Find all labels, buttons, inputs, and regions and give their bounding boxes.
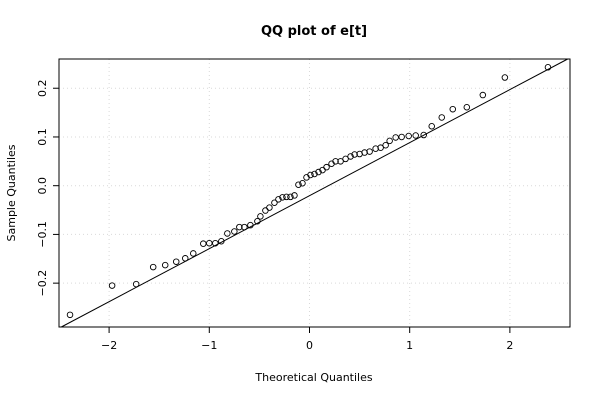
data-point [377, 144, 384, 151]
data-point [271, 199, 278, 206]
data-point [366, 148, 373, 155]
data-point [266, 204, 273, 211]
y-tick-label: 0.1 [36, 128, 49, 146]
data-point [224, 230, 231, 237]
data-point [311, 170, 318, 178]
data-point [463, 103, 471, 111]
data-point [398, 133, 405, 141]
data-point [231, 228, 238, 235]
data-point [218, 237, 225, 245]
data-point [372, 145, 379, 152]
data-point [405, 132, 412, 140]
data-point [236, 223, 243, 231]
data-point [190, 250, 197, 257]
y-tick-label: −0.2 [36, 270, 49, 297]
x-axis-label: Theoretical Quantiles [254, 371, 372, 384]
data-point [262, 207, 269, 214]
data-point [307, 171, 314, 179]
data-point [449, 105, 457, 113]
data-point [323, 163, 330, 171]
chart-title: QQ plot of e[t] [261, 24, 367, 39]
data-point [257, 213, 264, 220]
data-point [428, 122, 435, 130]
qq-reference-line [61, 58, 568, 328]
data-point [241, 223, 248, 231]
data-point [347, 153, 354, 160]
data-point [275, 196, 282, 203]
y-tick-label: 0.0 [36, 177, 49, 195]
data-point [247, 221, 254, 229]
y-tick-label: 0.2 [36, 79, 49, 97]
data-point [181, 255, 189, 262]
plot-frame [58, 58, 571, 328]
data-point [291, 192, 298, 199]
data-point [438, 114, 445, 121]
sample-points [66, 64, 552, 319]
data-point [351, 151, 358, 158]
data-point [212, 239, 219, 247]
data-point [161, 261, 169, 269]
data-point [200, 240, 207, 247]
x-axis: −2 −1 0 1 2 [101, 327, 513, 352]
data-point [149, 263, 157, 271]
x-tick-label: −2 [101, 339, 117, 352]
data-point [315, 168, 322, 176]
data-point [386, 137, 393, 145]
data-point [332, 158, 339, 165]
data-point [412, 132, 419, 139]
data-point [66, 311, 74, 319]
data-point [295, 181, 302, 188]
x-tick-label: −1 [201, 339, 217, 352]
data-point [172, 258, 180, 265]
data-point [361, 149, 368, 156]
x-tick-label: 2 [506, 339, 513, 352]
data-point [342, 155, 349, 163]
data-point [479, 91, 487, 99]
data-point [337, 158, 344, 165]
data-point [299, 180, 306, 187]
data-point [420, 131, 427, 139]
y-axis-label: Sample Quantiles [5, 144, 18, 241]
data-point [279, 194, 286, 201]
data-point [108, 282, 116, 289]
data-point [544, 64, 552, 71]
data-point [382, 141, 389, 149]
data-point [287, 193, 294, 201]
data-point [132, 280, 140, 288]
y-axis: −0.2 −0.1 0.0 0.1 0.2 [36, 79, 59, 297]
x-tick-label: 0 [306, 339, 313, 352]
y-tick-label: −0.1 [36, 221, 49, 248]
grid [59, 59, 570, 327]
data-point [283, 193, 290, 201]
data-point [501, 74, 509, 81]
data-point [254, 218, 261, 225]
x-tick-label: 1 [406, 339, 413, 352]
